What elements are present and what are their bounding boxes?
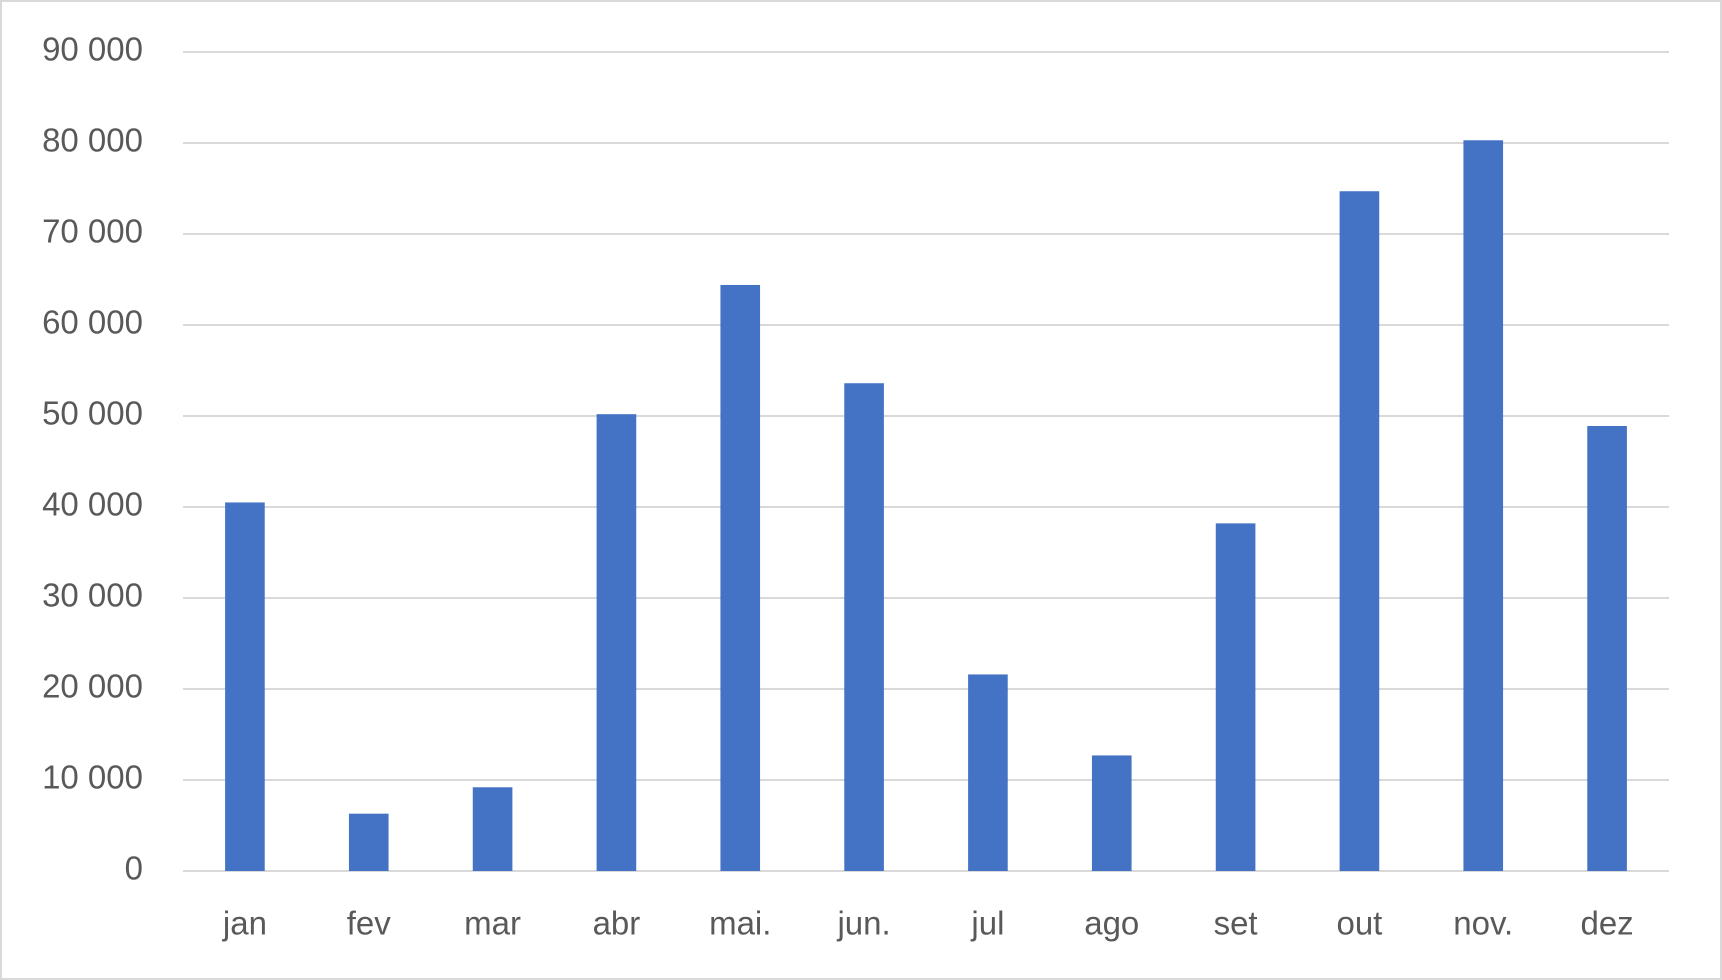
x-tick-label: mar: [464, 905, 521, 942]
y-tick-label: 10 000: [42, 759, 143, 796]
y-tick-label: 20 000: [42, 668, 143, 705]
x-tick-label: dez: [1580, 905, 1633, 942]
x-tick-label: jul: [970, 905, 1004, 942]
x-tick-label: abr: [593, 905, 641, 942]
x-tick-label: out: [1336, 905, 1382, 942]
bar: [348, 813, 389, 871]
x-tick-label: set: [1214, 905, 1258, 942]
bar: [1463, 140, 1504, 871]
bar: [1587, 426, 1627, 871]
y-tick-label: 90 000: [42, 31, 143, 68]
bar: [225, 502, 265, 871]
bar: [596, 414, 637, 871]
x-tick-label: mai.: [709, 905, 771, 942]
x-tick-label: jun.: [836, 905, 890, 942]
y-tick-label: 50 000: [42, 395, 143, 432]
bar: [844, 383, 884, 871]
bar: [472, 787, 513, 871]
bar: [1339, 191, 1380, 872]
bar: [1215, 523, 1256, 871]
x-tick-label: jan: [222, 905, 267, 942]
y-tick-label: 0: [125, 850, 143, 887]
bar: [968, 674, 1008, 871]
bar: [720, 284, 761, 872]
x-tick-label: fev: [347, 905, 392, 942]
x-tick-label: ago: [1084, 905, 1139, 942]
y-tick-label: 60 000: [42, 304, 143, 341]
y-tick-label: 80 000: [42, 122, 143, 159]
y-tick-label: 30 000: [42, 577, 143, 614]
y-tick-label: 40 000: [42, 486, 143, 523]
y-tick-label: 70 000: [42, 213, 143, 250]
bar: [1091, 755, 1132, 871]
x-tick-label: nov.: [1453, 905, 1513, 942]
